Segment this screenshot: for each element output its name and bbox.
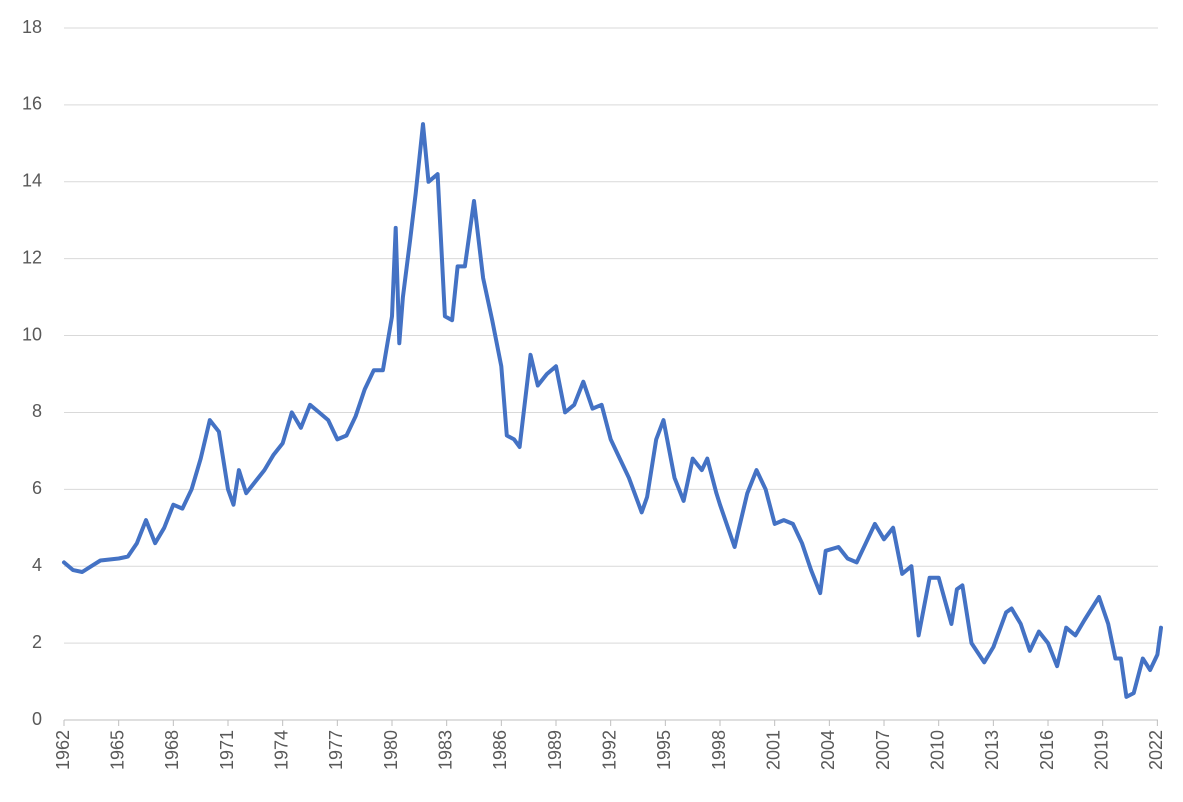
x-tick-label: 2022 <box>1146 730 1166 770</box>
y-tick-label: 6 <box>32 478 42 498</box>
x-tick-label: 1995 <box>654 730 674 770</box>
y-tick-label: 12 <box>22 247 42 267</box>
x-tick-label: 2010 <box>927 730 947 770</box>
x-tick-label: 1983 <box>435 730 455 770</box>
x-tick-label: 1980 <box>381 730 401 770</box>
y-tick-label: 10 <box>22 324 42 344</box>
x-tick-label: 1977 <box>326 730 346 770</box>
y-tick-label: 16 <box>22 94 42 114</box>
x-tick-label: 1974 <box>271 730 291 770</box>
x-tick-label: 1986 <box>490 730 510 770</box>
y-tick-label: 2 <box>32 632 42 652</box>
x-tick-label: 1971 <box>217 730 237 770</box>
x-tick-label: 2007 <box>873 730 893 770</box>
x-tick-label: 2001 <box>763 730 783 770</box>
x-tick-label: 2004 <box>818 730 838 770</box>
y-tick-label: 14 <box>22 171 42 191</box>
y-tick-label: 8 <box>32 401 42 421</box>
x-tick-label: 1962 <box>53 730 73 770</box>
x-tick-label: 2016 <box>1037 730 1057 770</box>
x-tick-label: 1998 <box>709 730 729 770</box>
y-tick-label: 0 <box>32 709 42 729</box>
x-tick-label: 1965 <box>107 730 127 770</box>
x-tick-label: 1992 <box>599 730 619 770</box>
line <box>62 122 1163 699</box>
y-tick-label: 4 <box>32 555 42 575</box>
x-tick-label: 1968 <box>162 730 182 770</box>
y-tick-label: 18 <box>22 17 42 37</box>
x-tick-label: 2013 <box>982 730 1002 770</box>
x-tick-label: 1989 <box>545 730 565 770</box>
x-tick-label: 2019 <box>1091 730 1111 770</box>
